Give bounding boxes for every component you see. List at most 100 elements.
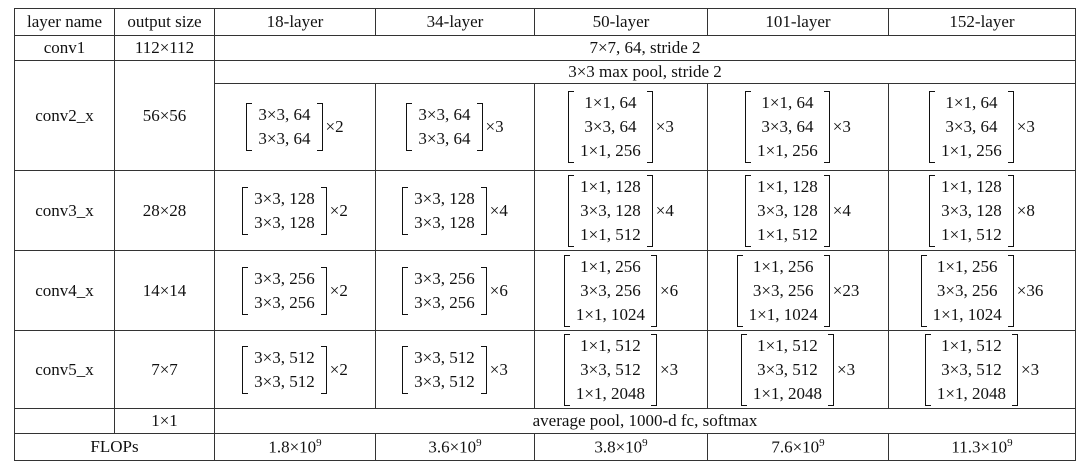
repeat: ×3 bbox=[1016, 117, 1035, 136]
repeat: ×3 bbox=[489, 359, 508, 379]
block-lines: 1×1, 512 3×3, 512 1×1, 2048 bbox=[753, 334, 822, 406]
header-cell: 101-layer bbox=[707, 8, 889, 36]
block-lines: 1×1, 512 3×3, 512 1×1, 2048 bbox=[937, 334, 1006, 406]
right-bracket bbox=[828, 333, 834, 406]
bracket-group: 1×1, 512 3×3, 512 1×1, 2048 bbox=[924, 333, 1018, 406]
block-line: 3×3, 64 bbox=[418, 129, 471, 148]
block-line: 1×1, 1024 bbox=[932, 304, 1002, 324]
block-cell: 1×1, 64 3×3, 64 1×1, 256 ×3 bbox=[707, 83, 889, 171]
block-line: 1×1, 64 bbox=[584, 93, 637, 112]
right-bracket bbox=[476, 103, 483, 151]
block: 1×1, 512 3×3, 512 1×1, 2048 ×3 bbox=[535, 333, 707, 406]
repeat: ×3 bbox=[660, 359, 679, 379]
block: 3×3, 64 3×3, 64 ×2 bbox=[215, 103, 375, 151]
right-bracket bbox=[1012, 333, 1018, 406]
block-line: 3×3, 128 bbox=[757, 200, 818, 220]
flops-base: 3.6×10 bbox=[428, 437, 477, 457]
block-lines: 3×3, 128 3×3, 128 bbox=[254, 187, 315, 235]
repeat: ×3 bbox=[1021, 359, 1040, 379]
output-size: 28×28 bbox=[114, 170, 215, 251]
flops-cell: 1.8×109 bbox=[214, 433, 376, 461]
block-lines: 1×1, 256 3×3, 256 1×1, 1024 bbox=[933, 255, 1002, 327]
block-line: 1×1, 512 bbox=[580, 224, 641, 244]
layer-name: FLOPs bbox=[14, 433, 215, 461]
flops-exp: 9 bbox=[1007, 436, 1013, 449]
bracket-group: 1×1, 512 3×3, 512 1×1, 2048 bbox=[563, 333, 657, 406]
right-bracket bbox=[646, 174, 653, 247]
left-bracket bbox=[563, 333, 570, 406]
block-line: 3×3, 256 bbox=[936, 280, 998, 300]
right-bracket bbox=[1007, 254, 1014, 327]
bracket-group: 1×1, 512 3×3, 512 1×1, 2048 bbox=[740, 333, 834, 406]
bracket-group: 1×1, 256 3×3, 256 1×1, 1024 bbox=[563, 254, 657, 327]
block-lines: 3×3, 128 3×3, 128 bbox=[414, 187, 475, 235]
left-bracket bbox=[568, 174, 575, 247]
shared-cell: average pool, 1000-d fc, softmax bbox=[214, 408, 1076, 434]
bracket-group: 3×3, 64 3×3, 64 bbox=[406, 103, 483, 151]
block-line: 1×1, 64 bbox=[761, 93, 814, 112]
repeat: ×6 bbox=[489, 280, 508, 300]
flops-base: 11.3×10 bbox=[951, 437, 1008, 457]
header-cell: output size bbox=[114, 8, 215, 36]
block-lines: 1×1, 64 3×3, 64 1×1, 256 bbox=[757, 91, 818, 163]
block-cell: 1×1, 512 3×3, 512 1×1, 2048 ×3 bbox=[707, 330, 889, 409]
right-bracket bbox=[480, 266, 487, 315]
block-line: 3×3, 64 bbox=[418, 105, 471, 124]
right-bracket bbox=[320, 266, 327, 315]
flops-exp: 9 bbox=[642, 436, 648, 449]
layer-name: conv1 bbox=[14, 35, 115, 61]
block: 3×3, 128 3×3, 128 ×2 bbox=[215, 186, 375, 235]
right-bracket bbox=[823, 91, 830, 163]
block-cell: 1×1, 256 3×3, 256 1×1, 1024 ×23 bbox=[707, 250, 889, 331]
block-line: 3×3, 64 bbox=[258, 129, 311, 148]
right-bracket bbox=[316, 103, 323, 151]
block-lines: 3×3, 512 3×3, 512 bbox=[414, 346, 475, 394]
block-line: 3×3, 512 bbox=[580, 359, 641, 379]
left-bracket bbox=[568, 91, 575, 163]
block-line: 1×1, 2048 bbox=[752, 383, 822, 403]
bracket-group: 3×3, 256 3×3, 256 bbox=[402, 266, 487, 315]
block: 1×1, 64 3×3, 64 1×1, 256 ×3 bbox=[708, 91, 888, 163]
right-bracket bbox=[1007, 91, 1014, 163]
block-cell: 1×1, 64 3×3, 64 1×1, 256 ×3 bbox=[534, 83, 708, 171]
flops-exp: 9 bbox=[476, 436, 482, 449]
block-cell: 3×3, 64 3×3, 64 ×2 bbox=[214, 83, 376, 171]
bracket-group: 1×1, 128 3×3, 128 1×1, 512 bbox=[745, 174, 830, 247]
block-cell: 3×3, 128 3×3, 128 ×2 bbox=[214, 170, 376, 251]
left-bracket bbox=[924, 333, 931, 406]
repeat: ×3 bbox=[832, 117, 851, 136]
table-row: conv5_x 7×7 3×3, 512 3×3, 512 ×2 3×3, 512 3×3,… bbox=[14, 330, 1076, 409]
output-size: 112×112 bbox=[114, 35, 215, 61]
block-cell: 1×1, 128 3×3, 128 1×1, 512 ×8 bbox=[888, 170, 1076, 251]
right-bracket bbox=[823, 254, 830, 327]
block-cell: 3×3, 512 3×3, 512 ×2 bbox=[214, 330, 376, 409]
repeat: ×23 bbox=[832, 280, 860, 300]
block-cell: 1×1, 256 3×3, 256 1×1, 1024 ×36 bbox=[888, 250, 1076, 331]
repeat: ×4 bbox=[655, 200, 674, 220]
flops-exp: 9 bbox=[316, 436, 322, 449]
repeat: ×3 bbox=[485, 117, 504, 136]
block-cell: 3×3, 256 3×3, 256 ×6 bbox=[375, 250, 535, 331]
block-line: 3×3, 256 bbox=[254, 292, 315, 312]
layer-name bbox=[14, 408, 115, 434]
bracket-group: 1×1, 128 3×3, 128 1×1, 512 bbox=[568, 174, 653, 247]
header-cell: layer name bbox=[14, 8, 115, 36]
block: 1×1, 256 3×3, 256 1×1, 1024 ×6 bbox=[535, 254, 707, 327]
bracket-group: 3×3, 512 3×3, 512 bbox=[402, 345, 487, 394]
repeat: ×3 bbox=[837, 359, 856, 379]
block-line: 3×3, 128 bbox=[254, 212, 315, 232]
right-bracket bbox=[1007, 174, 1014, 247]
layer-name: conv3_x bbox=[14, 170, 115, 251]
table-row: conv2_x 56×56 3×3 max pool, stride 2 bbox=[14, 60, 1076, 171]
right-bracket bbox=[646, 91, 653, 163]
block-cell: 1×1, 512 3×3, 512 1×1, 2048 ×3 bbox=[888, 330, 1076, 409]
table-row: 3×3, 64 3×3, 64 ×2 3×3, 64 3×3, 64 ×3 1×1, 64 3… bbox=[15, 83, 1076, 171]
left-bracket bbox=[246, 103, 253, 151]
block: 3×3, 512 3×3, 512 ×2 bbox=[215, 345, 375, 394]
left-bracket bbox=[920, 254, 927, 327]
bracket-group: 3×3, 256 3×3, 256 bbox=[242, 266, 327, 315]
bracket-group: 1×1, 256 3×3, 256 1×1, 1024 bbox=[736, 254, 830, 327]
block-cell: 1×1, 128 3×3, 128 1×1, 512 ×4 bbox=[707, 170, 889, 251]
block-line: 3×3, 256 bbox=[254, 268, 315, 288]
block-lines: 3×3, 64 3×3, 64 bbox=[418, 103, 470, 151]
